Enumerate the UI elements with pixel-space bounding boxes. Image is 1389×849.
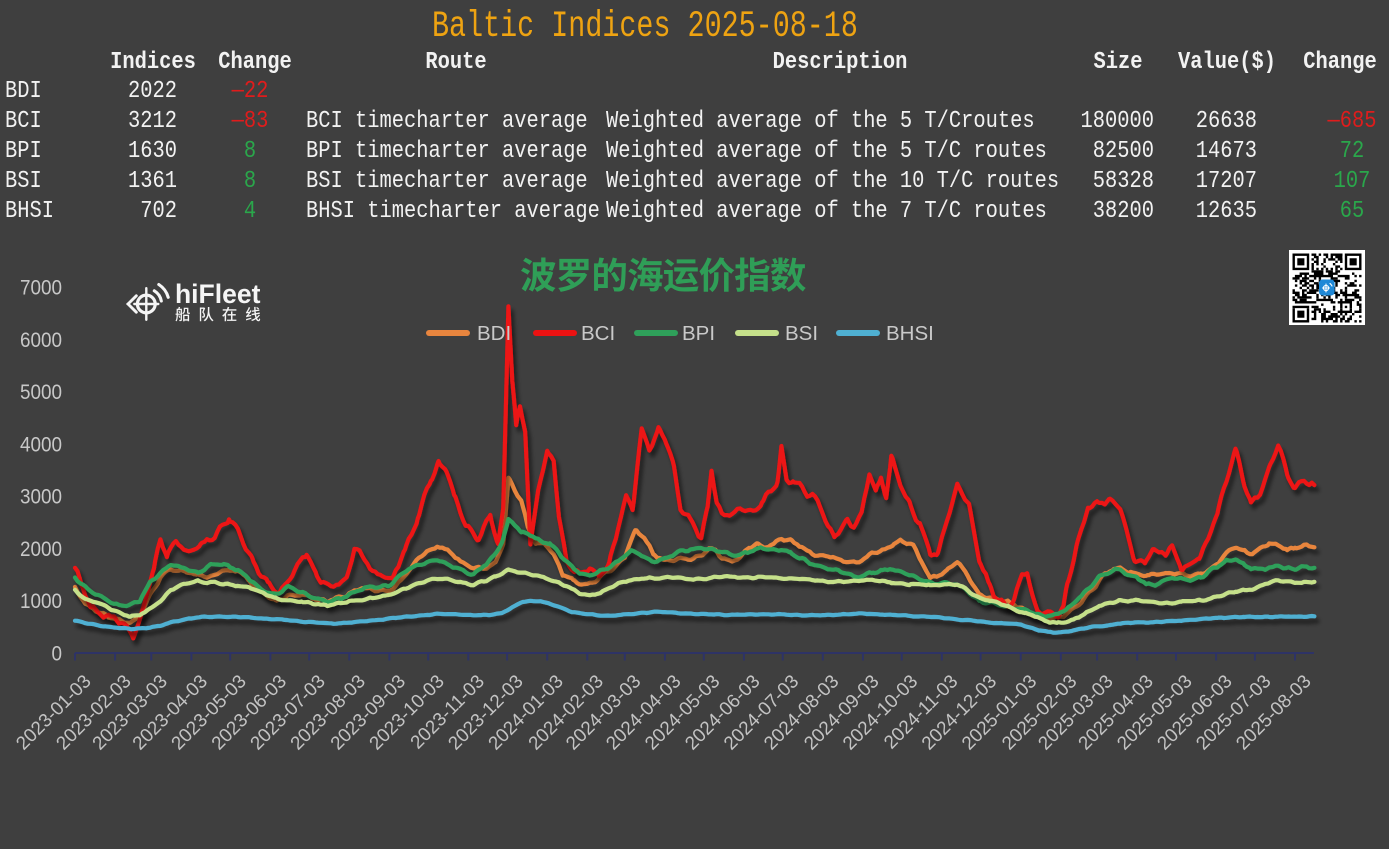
svg-text:BSI: BSI (785, 322, 818, 345)
svg-text:4000: 4000 (20, 434, 62, 457)
svg-text:BPI: BPI (682, 322, 715, 345)
svg-text:0: 0 (51, 643, 62, 666)
svg-text:BHSI: BHSI (886, 322, 934, 345)
svg-text:3000: 3000 (20, 486, 62, 509)
svg-text:5000: 5000 (20, 381, 62, 404)
svg-text:2000: 2000 (20, 538, 62, 561)
svg-text:6000: 6000 (20, 329, 62, 352)
svg-text:1000: 1000 (20, 590, 62, 613)
svg-text:BDI: BDI (477, 322, 511, 345)
svg-text:BCI: BCI (581, 322, 615, 345)
svg-text:7000: 7000 (20, 277, 62, 300)
